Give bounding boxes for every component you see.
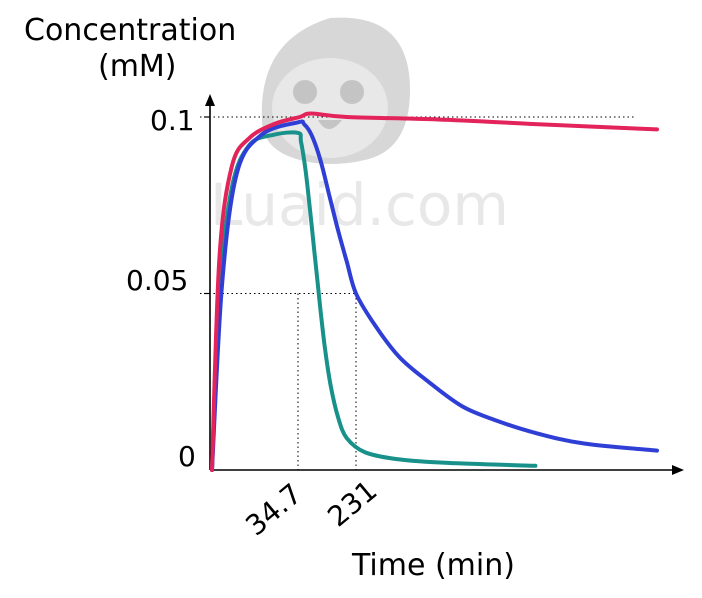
y-tick-label-0: 0: [178, 440, 196, 473]
guide-lines: [200, 116, 636, 470]
y-tick-label-0.1: 0.1: [150, 104, 195, 137]
watermark-logo: Luaid.com: [210, 17, 509, 239]
y-tick-label-0.05: 0.05: [126, 264, 188, 297]
watermark-text: Luaid.com: [210, 171, 509, 239]
x-axis-label: Time (min): [351, 548, 515, 583]
watermark-eye-left: [293, 80, 317, 104]
watermark-eye-right: [340, 80, 364, 104]
y-axis-label-line2: (mM): [98, 49, 177, 84]
y-axis-label-line1: Concentration: [24, 13, 236, 48]
series-group: [210, 111, 659, 472]
watermark-face-inner: [272, 58, 388, 158]
y-axis-arrow-icon: [205, 94, 215, 106]
x-axis-arrow-icon: [672, 465, 684, 475]
x-tick-label-34.7: 34.7: [239, 477, 308, 542]
series-line-red: [210, 111, 659, 472]
x-tick-label-231: 231: [321, 474, 383, 534]
watermark-mouth: [318, 120, 342, 129]
axes: [204, 94, 684, 475]
series-line-blue: [210, 119, 659, 472]
